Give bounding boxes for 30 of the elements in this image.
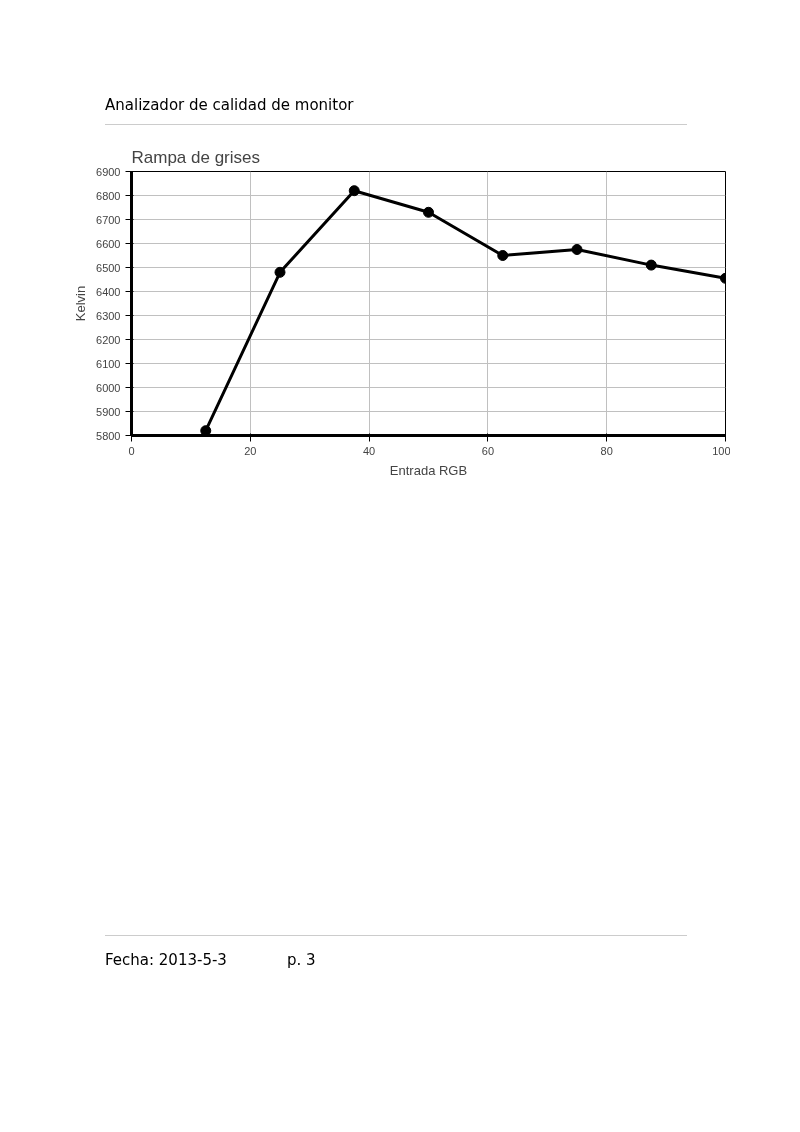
y-tick-label: 6500	[96, 261, 121, 274]
y-tick-label: 6400	[96, 285, 121, 298]
text: Analizador de calidad de monitor	[105, 95, 687, 126]
y-tick-label: 6900	[96, 165, 121, 178]
y-tick-label: 6000	[96, 381, 121, 394]
text: p. 3	[286, 951, 316, 969]
point	[645, 259, 657, 271]
point	[497, 250, 509, 261]
y-tick-label: 6200	[96, 333, 121, 346]
point	[423, 206, 434, 218]
y-tick-label: 5900	[96, 405, 121, 418]
y-tick-label: 6300	[96, 309, 121, 322]
y-tick-label: 6700	[96, 213, 121, 226]
x-tick-label: 60	[481, 444, 495, 457]
x-tick-label: 0	[128, 444, 135, 457]
y-tick-label: 6600	[96, 237, 121, 250]
point	[571, 244, 583, 255]
x-tick-label: 40	[362, 444, 376, 457]
x-tick-label: 100	[712, 444, 731, 457]
y-axis-title: Kelvin	[73, 285, 89, 322]
chart-title: Rampa de grises	[131, 147, 261, 167]
text: Fecha: 2013-5-3	[105, 951, 227, 969]
x-tick-label: 80	[600, 444, 613, 457]
x-tick-label: 20	[244, 444, 257, 457]
x-axis-title: Entrada RGB	[389, 462, 468, 478]
y-tick-label: 5800	[96, 429, 121, 442]
y-tick-label: 6100	[96, 357, 121, 370]
point	[348, 185, 360, 197]
y-tick-label: 6800	[96, 189, 121, 202]
point	[274, 266, 286, 278]
